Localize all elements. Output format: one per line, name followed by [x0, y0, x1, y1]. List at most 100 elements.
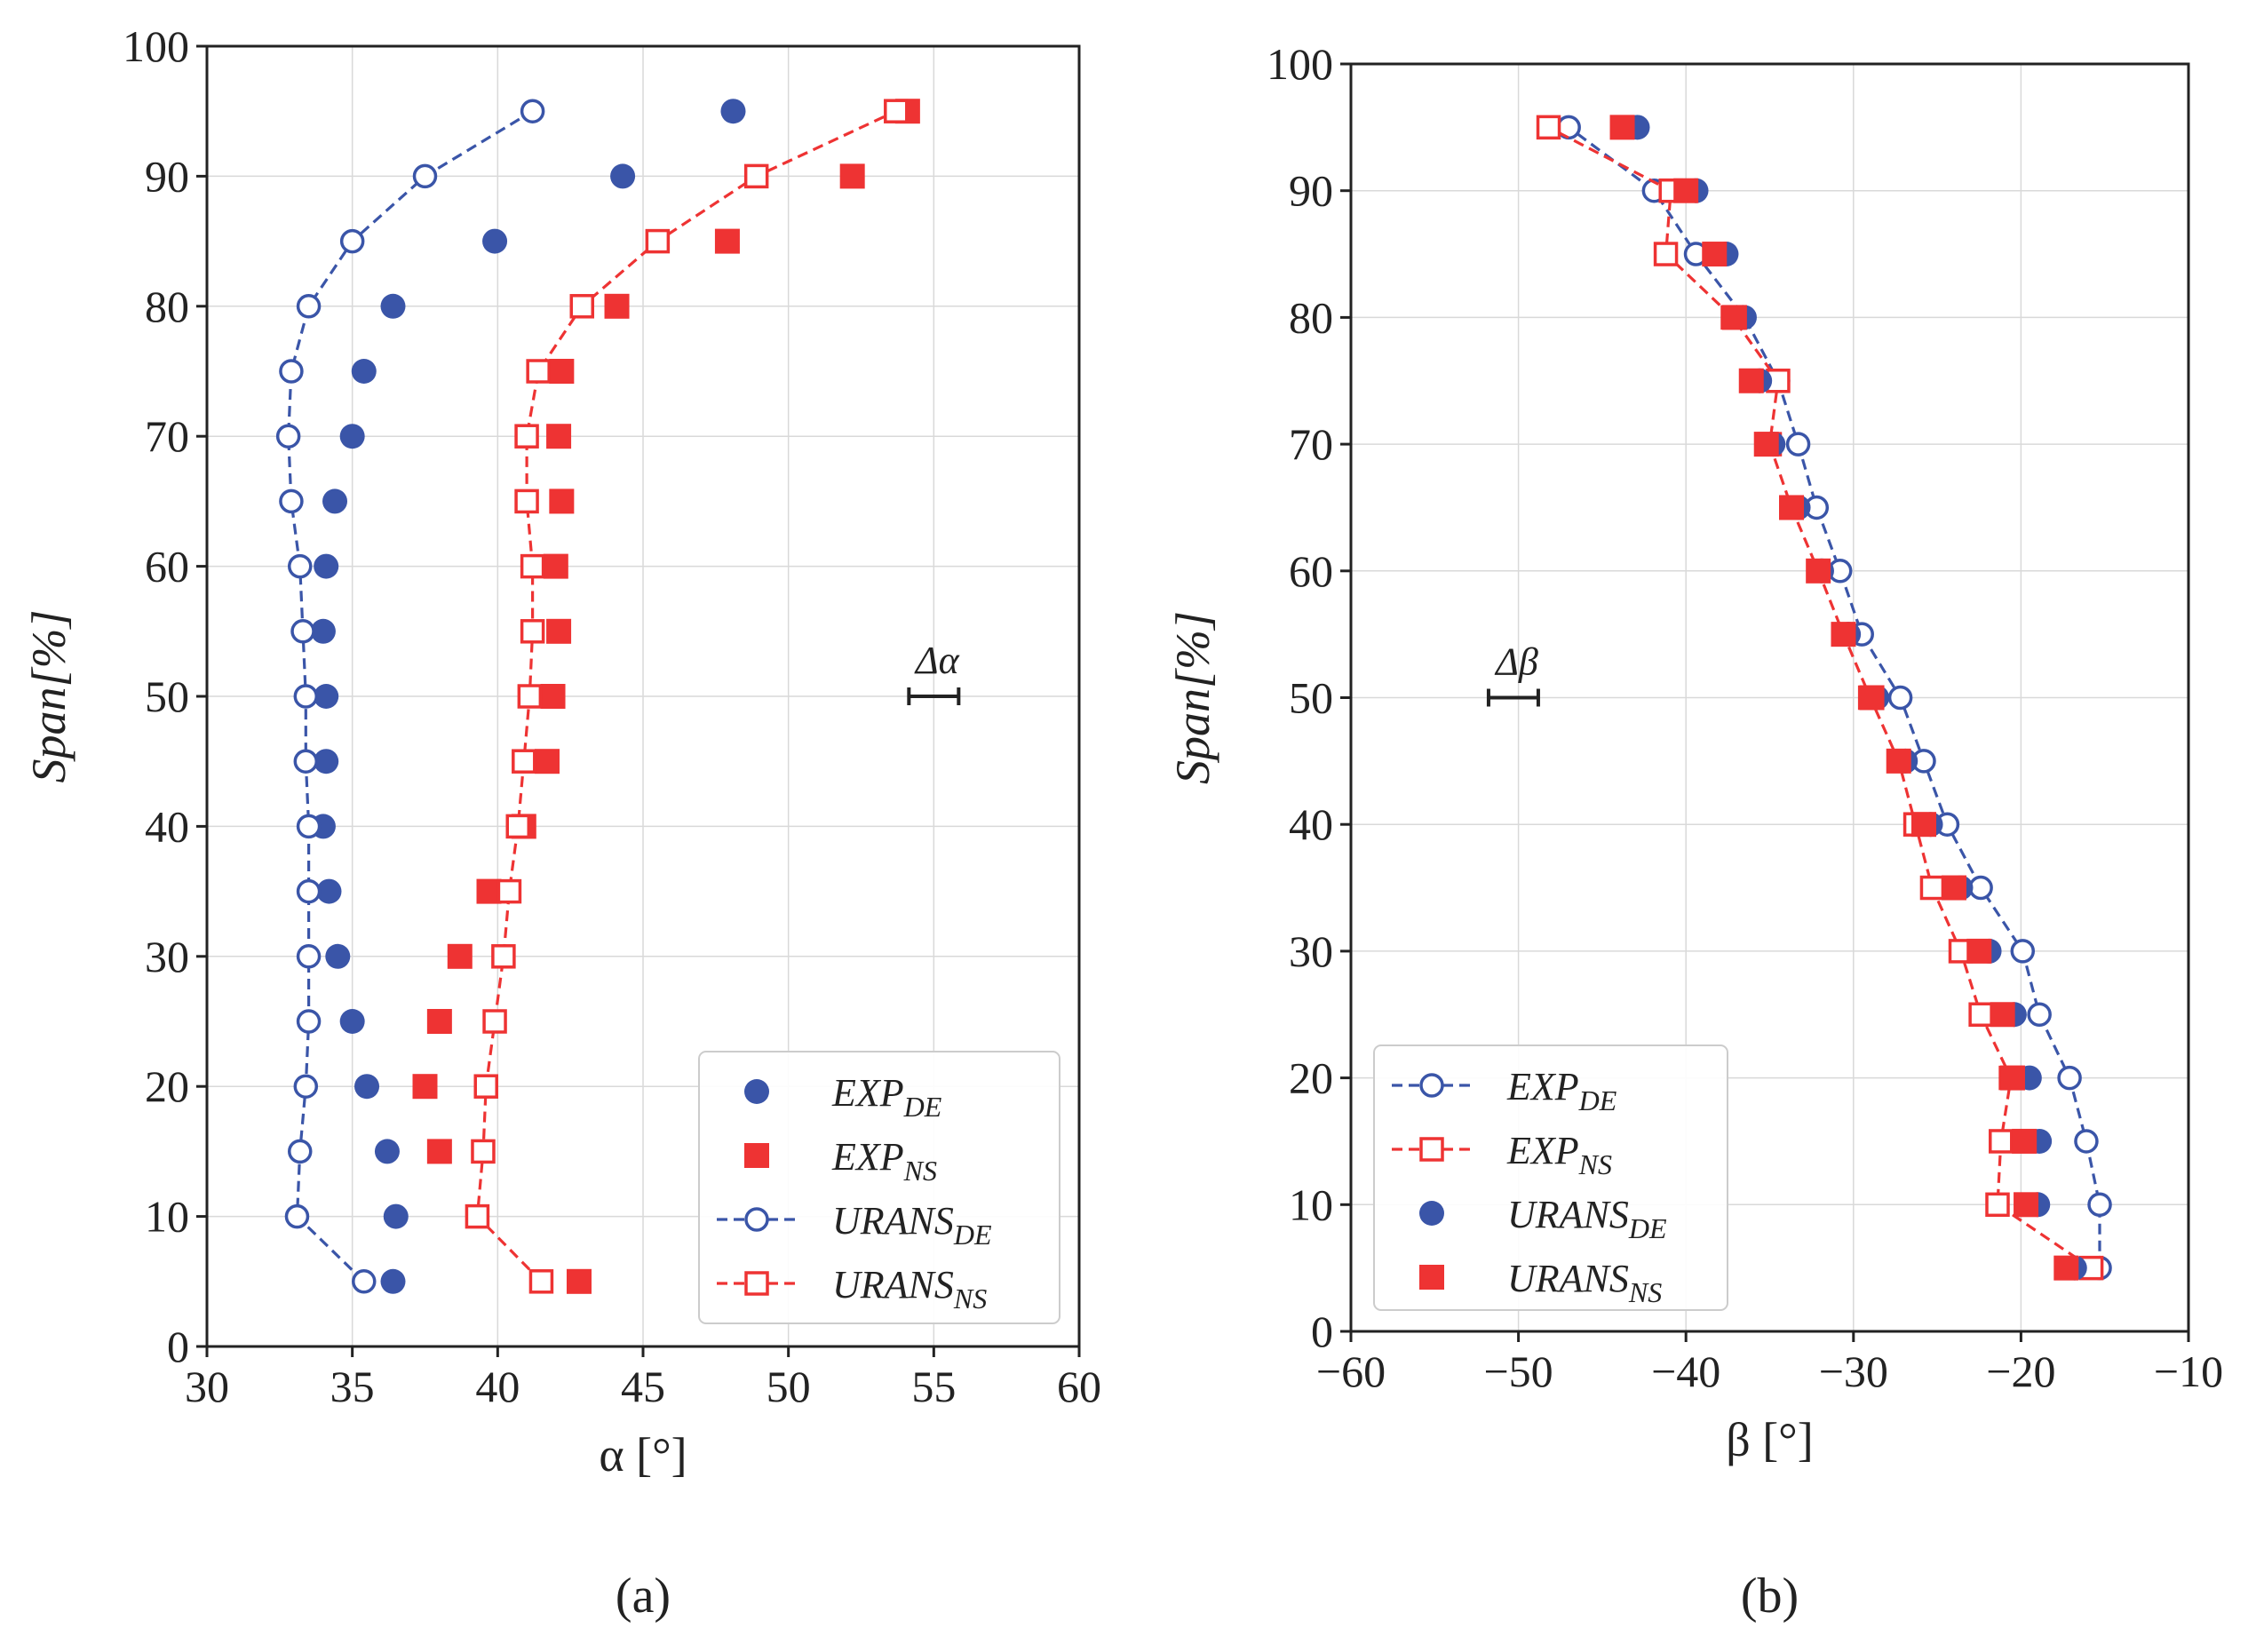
data-point [1831, 622, 1856, 647]
y-tick-label: 10 [145, 1192, 189, 1242]
data-point [482, 228, 508, 254]
y-tick-label: 20 [1289, 1053, 1333, 1103]
data-point [322, 488, 348, 514]
y-tick-label: 50 [145, 671, 189, 721]
y-axis-label: Span[%] [1166, 611, 1219, 784]
data-point [1721, 305, 1747, 330]
data-point [374, 1139, 400, 1164]
legend-label: EXPNS [831, 1135, 937, 1187]
legend-label: URANSDE [832, 1199, 992, 1251]
legend-entry-urans-ns: URANSNS [1419, 1257, 1662, 1308]
data-point [1919, 875, 1945, 901]
legend-entry-exp-ns: EXPNS [744, 1135, 937, 1187]
data-point [412, 1074, 438, 1100]
data-point [534, 749, 560, 774]
data-point [473, 1074, 498, 1099]
chart-panel-b: −60 −50 −40 −30 −20 −10 0 10 20 30 40 50 60 70 80 90 100… [1166, 39, 2223, 1624]
chart-panel-a: 30 35 40 45 50 55 60 0 10 20 30 40 50 60 70 80 90 100 α [°… [22, 21, 1101, 1624]
data-point [380, 1268, 406, 1294]
x-tick-label: 35 [330, 1362, 375, 1411]
legend-label: URANSDE [1507, 1193, 1667, 1244]
legend-label-main: EXP [831, 1135, 904, 1179]
data-point [287, 553, 313, 579]
data-point [1753, 432, 1779, 457]
data-point [284, 1203, 310, 1229]
data-point [549, 359, 575, 384]
data-point [566, 1268, 592, 1294]
legend-label: EXPDE [831, 1071, 942, 1123]
data-point [1985, 1192, 2010, 1218]
y-tick-label: 80 [1289, 292, 1333, 342]
data-point [296, 814, 322, 839]
data-point [383, 1203, 409, 1229]
legend-box [698, 1051, 1060, 1324]
data-point [339, 424, 365, 449]
series-urans-ns [465, 99, 909, 1294]
data-point [543, 553, 568, 579]
uncertainty-bar: Δα [907, 639, 961, 705]
y-tick-label: 0 [167, 1322, 189, 1371]
data-point [1673, 178, 1699, 203]
legend-marker [744, 1207, 769, 1232]
data-point [1990, 1002, 2015, 1028]
data-point [546, 618, 572, 644]
data-point [528, 1269, 554, 1294]
data-point [1968, 875, 1993, 901]
data-point [316, 878, 342, 904]
legend-entry-exp-de: EXPDE [744, 1071, 942, 1123]
y-tick-label: 10 [1289, 1179, 1333, 1229]
data-point [1966, 938, 1992, 964]
legend-entry-exp-ns: EXPNS [1392, 1129, 1612, 1180]
data-point [604, 293, 630, 319]
panel-label: (a) [616, 1569, 671, 1624]
data-point [293, 749, 319, 774]
y-axis-label: Span[%] [22, 609, 75, 782]
series-exp-ns [412, 99, 920, 1294]
data-point [310, 618, 336, 644]
uncertainty-bar: Δβ [1486, 640, 1540, 707]
data-point [447, 943, 473, 969]
data-point [1989, 1129, 2014, 1154]
y-tick-label: 60 [145, 542, 189, 592]
data-point [514, 424, 539, 449]
data-point [380, 293, 406, 319]
y-tick-label: 100 [123, 21, 189, 71]
data-point [839, 163, 865, 189]
y-tick-label: 70 [1289, 419, 1333, 469]
data-point [287, 1139, 313, 1164]
data-point [1609, 115, 1635, 140]
legend-entry-urans-ns: URANSNS [717, 1263, 987, 1314]
series-exp-de [310, 99, 746, 1294]
series-urans-ns [1609, 115, 2079, 1281]
legend-label: EXPNS [1506, 1129, 1612, 1180]
data-point [296, 294, 322, 319]
data-point [465, 1203, 490, 1229]
uncertainty-label: Δα [914, 639, 960, 682]
y-tick-label: 20 [145, 1061, 189, 1111]
data-point [1806, 558, 1831, 584]
x-tick-label: −10 [2154, 1346, 2223, 1396]
x-tick-label: 30 [185, 1362, 229, 1411]
legend-entry-urans-de: URANSDE [717, 1199, 992, 1251]
legend-label: EXPDE [1506, 1065, 1617, 1116]
data-point [275, 424, 301, 449]
data-point [549, 488, 575, 514]
data-point [514, 488, 539, 514]
data-point [512, 749, 536, 774]
x-tick-label: 50 [767, 1362, 811, 1411]
legend-label-sub: NS [1628, 1276, 1662, 1308]
legend-label-sub: DE [1578, 1084, 1617, 1116]
x-tick-label: −30 [1819, 1346, 1888, 1396]
y-tick-label: 70 [145, 411, 189, 461]
legend-label-sub: DE [903, 1091, 942, 1123]
data-point [426, 1139, 452, 1164]
data-point [471, 1139, 496, 1164]
legend-label-main: EXP [1506, 1065, 1579, 1108]
data-point [720, 99, 746, 124]
data-point [351, 359, 377, 384]
legend-label-sub: NS [1578, 1148, 1612, 1180]
legend-label-main: URANS [1507, 1257, 1629, 1300]
data-point [296, 878, 322, 904]
data-point [491, 944, 516, 969]
data-point [1702, 242, 1728, 267]
